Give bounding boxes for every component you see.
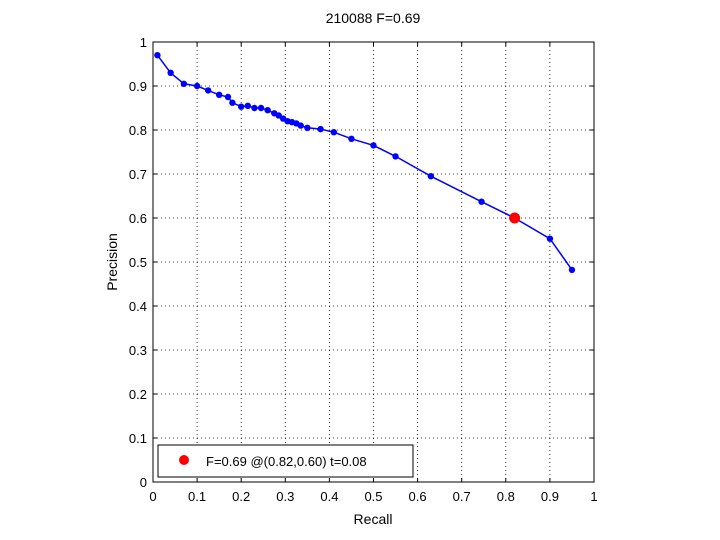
data-point	[154, 52, 161, 59]
data-point	[546, 235, 554, 242]
axes-box	[152, 41, 595, 483]
x-tick-label: 0.9	[541, 489, 559, 504]
legend-box	[157, 444, 414, 478]
x-tick-label: 0.5	[364, 489, 382, 504]
data-point	[204, 87, 212, 94]
y-tick-label: 1	[140, 35, 147, 50]
y-tick-label: 0.6	[129, 211, 147, 226]
x-tick-label: 0.6	[409, 489, 427, 504]
chart-title: 210088 F=0.69	[326, 10, 421, 26]
data-point	[264, 107, 271, 114]
x-tick-label: 0.3	[276, 489, 294, 504]
x-tick-label: 0.2	[232, 489, 250, 504]
data-point	[370, 142, 377, 149]
data-point	[330, 129, 338, 136]
y-tick-label: 0.1	[129, 431, 147, 446]
x-tick-labels: 0 0.1 0.2 0.3 0.4 0.5 0.6 0.7 0.8 0.9 1	[149, 489, 597, 504]
y-tick-label: 0	[140, 475, 147, 490]
data-point	[348, 135, 355, 142]
x-axis-label: Recall	[354, 511, 393, 527]
x-tick-label: 0.8	[497, 489, 515, 504]
data-point	[215, 91, 223, 99]
legend: F=0.69 @(0.82,0.60) t=0.08	[157, 444, 414, 478]
data-point	[568, 266, 576, 274]
legend-text: F=0.69 @(0.82,0.60) t=0.08	[206, 454, 367, 469]
series-layer	[154, 52, 576, 274]
data-point	[229, 99, 236, 106]
y-tick-label: 0.5	[129, 255, 147, 270]
data-point	[478, 198, 485, 205]
data-point	[297, 122, 304, 129]
data-point	[180, 80, 188, 88]
data-point	[317, 125, 324, 133]
grid-lines	[153, 42, 594, 482]
x-tick-label: 0	[149, 489, 156, 504]
y-tick-labels: 0 0.1 0.2 0.3 0.4 0.5 0.6 0.7 0.8 0.9 1	[129, 35, 147, 490]
data-point	[193, 82, 201, 90]
y-tick-label: 0.9	[129, 79, 147, 94]
x-tick-label: 0.1	[188, 489, 206, 504]
data-point	[427, 173, 435, 180]
legend-marker	[179, 455, 189, 465]
data-point	[167, 69, 174, 77]
y-tick-label: 0.3	[129, 343, 147, 358]
data-point	[304, 124, 311, 131]
x-tick-label: 0.4	[320, 489, 338, 504]
y-tick-label: 0.4	[129, 299, 147, 314]
data-point	[392, 153, 399, 160]
data-point	[257, 104, 265, 112]
y-axis-label: Precision	[104, 233, 120, 291]
y-tick-label: 0.8	[129, 123, 147, 138]
y-tick-label: 0.2	[129, 387, 147, 402]
data-point	[238, 103, 245, 110]
y-tick-label: 0.7	[129, 167, 147, 182]
data-point	[251, 104, 258, 112]
best-f-point	[509, 212, 521, 224]
x-tick-label: 1	[590, 489, 597, 504]
data-point	[224, 93, 232, 101]
x-tick-label: 0.7	[453, 489, 471, 504]
data-point	[244, 102, 252, 110]
